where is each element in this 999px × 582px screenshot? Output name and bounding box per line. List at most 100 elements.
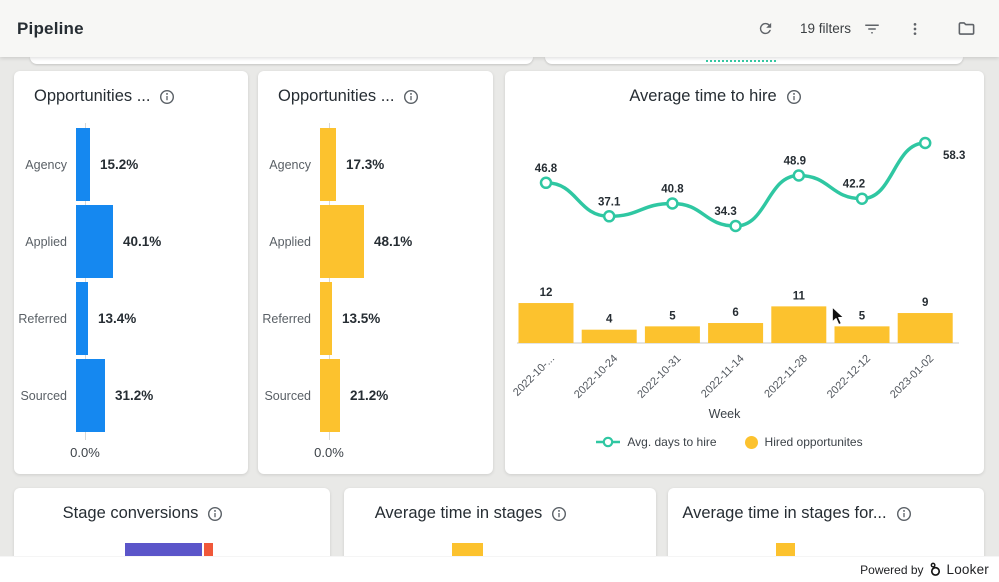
hired-opportunities-bar[interactable] xyxy=(644,326,700,343)
data-bar[interactable] xyxy=(76,359,105,432)
info-icon[interactable] xyxy=(403,89,419,105)
refresh-button[interactable] xyxy=(757,20,774,37)
filter-list-icon xyxy=(865,24,879,33)
card-opportunities-1: Opportunities ... Agency 15.2% Applied 40.1… xyxy=(14,71,248,474)
x-axis-title: Week xyxy=(708,407,741,421)
folder-button[interactable] xyxy=(957,19,976,38)
data-bar[interactable] xyxy=(76,282,88,355)
partial-bar[interactable] xyxy=(776,543,795,556)
hired-opportunities-bar[interactable] xyxy=(708,323,764,343)
card-title: Average time to hire xyxy=(505,87,926,106)
bar-row: Referred 13.4% xyxy=(14,280,244,357)
line-data-point[interactable] xyxy=(855,192,869,205)
value-label: 15.2% xyxy=(100,157,139,172)
bar-chart: Agency 17.3% Applied 48.1% Referred 13.5% Sour… xyxy=(258,126,489,434)
stacked-bar[interactable] xyxy=(125,543,213,556)
header-actions: 19 filters xyxy=(757,19,976,38)
bar-value-label: 9 xyxy=(922,297,928,309)
legend-item-avg-days[interactable]: Avg. days to hire xyxy=(596,435,717,449)
x-axis-tick-label: 2022-10-24 xyxy=(572,353,620,401)
hired-opportunities-bar[interactable] xyxy=(834,326,890,343)
hired-opportunities-bar[interactable] xyxy=(581,329,637,343)
x-axis-tick-label: 2022-11-28 xyxy=(762,353,810,401)
powered-by-text: Powered by xyxy=(860,562,924,577)
bar-value-label: 11 xyxy=(793,290,806,302)
card-title: Average time in stages for... xyxy=(668,504,926,523)
value-label: 17.3% xyxy=(346,157,385,172)
value-label: 13.5% xyxy=(342,311,381,326)
x-axis-tick-label: 2022-10-... xyxy=(511,353,557,399)
value-label: 21.2% xyxy=(350,388,389,403)
filter-list-button[interactable] xyxy=(863,20,881,38)
value-label: 48.1% xyxy=(374,234,413,249)
card-title-text: Opportunities ... xyxy=(34,87,151,105)
y-axis-line xyxy=(329,123,330,440)
filters-count-label[interactable]: 19 filters xyxy=(799,21,851,36)
card-average-time-to-hire: Average time to hire 12 4 5 6 11 5 9 2022-10-..… xyxy=(505,71,984,474)
card-title-text: Opportunities ... xyxy=(278,87,395,105)
dashboard-header: Pipeline 19 filters xyxy=(0,0,999,57)
powered-by-footer: Powered by Looker xyxy=(0,556,999,582)
x-axis-label: 0.0% xyxy=(314,445,344,460)
hired-opportunities-bar[interactable] xyxy=(518,303,574,343)
data-bar[interactable] xyxy=(320,128,336,201)
line-data-point[interactable] xyxy=(729,219,742,233)
looker-brand-text[interactable]: Looker xyxy=(946,562,989,577)
bar-value-label: 4 xyxy=(606,314,613,326)
combo-chart[interactable]: 12 4 5 6 11 5 9 2022-10-... 2022-10-24 2022-10-31… xyxy=(511,130,970,410)
scrolled-card-remnant xyxy=(30,57,533,64)
category-label: Agency xyxy=(269,157,311,172)
y-axis-line xyxy=(85,123,86,440)
legend-item-hired[interactable]: Hired opportunites xyxy=(744,435,863,449)
x-axis-tick-label: 2022-10-31 xyxy=(635,353,683,401)
line-data-point[interactable] xyxy=(666,197,679,210)
hired-opportunities-bar[interactable] xyxy=(771,306,827,343)
data-bar[interactable] xyxy=(320,359,340,432)
category-label: Agency xyxy=(25,157,67,172)
data-bar[interactable] xyxy=(320,205,364,278)
mouse-cursor xyxy=(831,306,845,326)
hired-opportunities-bar[interactable] xyxy=(897,313,953,343)
value-label: 13.4% xyxy=(98,311,137,326)
card-opportunities-2: Opportunities ... Agency 17.3% Applied 48.1… xyxy=(258,71,493,474)
line-value-label: 40.8 xyxy=(661,184,684,196)
category-label: Referred xyxy=(18,311,67,326)
data-bar[interactable] xyxy=(320,282,332,355)
more-options-button[interactable] xyxy=(907,21,923,37)
line-data-point[interactable] xyxy=(918,136,932,150)
stacked-bar-segment[interactable] xyxy=(125,543,202,556)
data-bar[interactable] xyxy=(76,128,90,201)
category-label: Applied xyxy=(269,234,311,249)
line-value-label: 46.8 xyxy=(535,163,558,175)
line-data-point[interactable] xyxy=(539,176,553,190)
line-series-glyph xyxy=(596,436,621,448)
line-value-label: 34.3 xyxy=(714,206,736,218)
info-icon[interactable] xyxy=(551,506,567,522)
line-data-point[interactable] xyxy=(602,210,616,223)
x-axis-tick-label: 2022-11-14 xyxy=(699,353,747,401)
category-label: Applied xyxy=(25,234,67,249)
info-icon[interactable] xyxy=(159,89,175,105)
bar-value-label: 5 xyxy=(859,310,866,322)
bar-row: Referred 13.5% xyxy=(258,280,489,357)
bar-row: Applied 40.1% xyxy=(14,203,244,280)
info-icon[interactable] xyxy=(786,89,802,105)
bar-row: Sourced 31.2% xyxy=(14,357,244,434)
data-bar[interactable] xyxy=(76,205,113,278)
partial-bar[interactable] xyxy=(452,543,483,556)
stacked-bar-segment[interactable] xyxy=(204,543,213,556)
bar-row: Sourced 21.2% xyxy=(258,357,489,434)
refresh-icon xyxy=(759,22,772,35)
bar-chart: Agency 15.2% Applied 40.1% Referred 13.4% Sour… xyxy=(14,126,244,434)
bar-value-label: 6 xyxy=(732,307,738,319)
card-title-text: Average time to hire xyxy=(629,87,777,105)
category-label: Referred xyxy=(262,311,311,326)
line-data-point[interactable] xyxy=(792,169,806,182)
line-value-label: 42.2 xyxy=(843,179,865,191)
info-icon[interactable] xyxy=(207,506,223,522)
bar-row: Applied 48.1% xyxy=(258,203,489,280)
info-icon[interactable] xyxy=(896,506,912,522)
category-label: Sourced xyxy=(20,388,67,403)
looker-logo-icon xyxy=(930,562,940,576)
